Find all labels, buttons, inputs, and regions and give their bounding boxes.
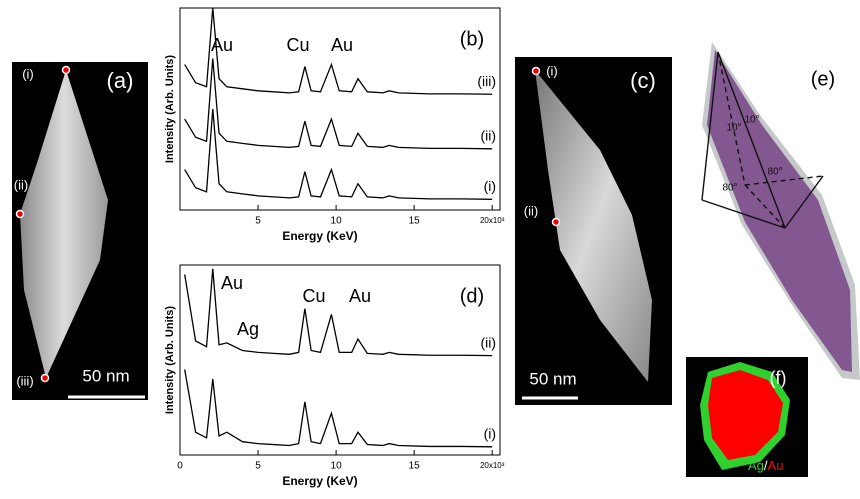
x-tick-label: 10 [331, 461, 343, 472]
point-label: (i) [546, 63, 558, 78]
point-label: (ii) [14, 177, 28, 192]
series-label: (i) [484, 426, 496, 442]
particle-a [20, 70, 108, 378]
panel-label: (a) [107, 68, 134, 93]
legend-ag: Ag [748, 458, 764, 473]
plot-frame [179, 7, 501, 211]
y-axis-label: Intensity (Arb. Units) [164, 306, 176, 415]
panel-label: (d) [460, 285, 484, 307]
point [15, 209, 25, 219]
spectrum-line [184, 58, 493, 150]
spectrum-line [184, 268, 493, 357]
point [531, 66, 541, 76]
point [61, 65, 71, 75]
legend-sep: / [764, 458, 768, 473]
legend-text: Ag/Au [748, 458, 783, 473]
series-label: (ii) [480, 127, 496, 143]
point-label: (ii) [524, 203, 538, 218]
x-tick-label: 10 [331, 216, 343, 227]
plot-frame [179, 264, 501, 456]
spectrum-line [184, 369, 493, 448]
particle-c [535, 70, 652, 382]
point-label: (iii) [16, 373, 33, 388]
x-tick-label: 20x10³ [480, 461, 505, 470]
angle-label: 80° [722, 183, 737, 194]
x-tick-label: 0 [177, 461, 183, 472]
spectrum-line [184, 7, 493, 95]
x-tick-label: 15 [409, 216, 421, 227]
point [40, 373, 50, 383]
panel-label: (c) [630, 68, 656, 93]
x-tick-label: 5 [255, 216, 261, 227]
legend-au: Au [768, 458, 784, 473]
scale-label: 50 nm [82, 366, 129, 385]
annotation: Au [349, 286, 371, 306]
angle-label: 10° [726, 123, 741, 134]
angle-label: 10° [744, 115, 759, 126]
scale-label: 50 nm [529, 369, 576, 388]
y-axis-label: Intensity (Arb. Units) [164, 55, 176, 164]
spectrum-line [184, 108, 493, 200]
annotation: Ag [237, 319, 259, 339]
core-e [707, 50, 852, 372]
x-tick-label: 20x10³ [480, 216, 505, 225]
angle-label: 80° [767, 167, 782, 178]
panel-label: (f) [770, 368, 787, 388]
geometry-lines [701, 51, 824, 229]
panel-label: (e) [811, 68, 835, 90]
x-tick-label: 15 [409, 461, 421, 472]
series-label: (iii) [477, 73, 496, 89]
annotation: Au [211, 35, 233, 55]
annotation: Au [221, 273, 243, 293]
x-tick-label: 5 [255, 461, 261, 472]
x-axis-label: Energy (KeV) [282, 474, 357, 488]
x-axis-label: Energy (KeV) [282, 229, 357, 243]
series-label: (i) [484, 178, 496, 194]
panel-label: (b) [460, 28, 484, 50]
annotation: Cu [286, 35, 309, 55]
point [551, 217, 561, 227]
annotation: Au [331, 35, 353, 55]
annotation: Cu [302, 286, 325, 306]
series-label: (ii) [480, 334, 496, 350]
point-label: (i) [22, 66, 34, 81]
au-core [708, 370, 783, 460]
